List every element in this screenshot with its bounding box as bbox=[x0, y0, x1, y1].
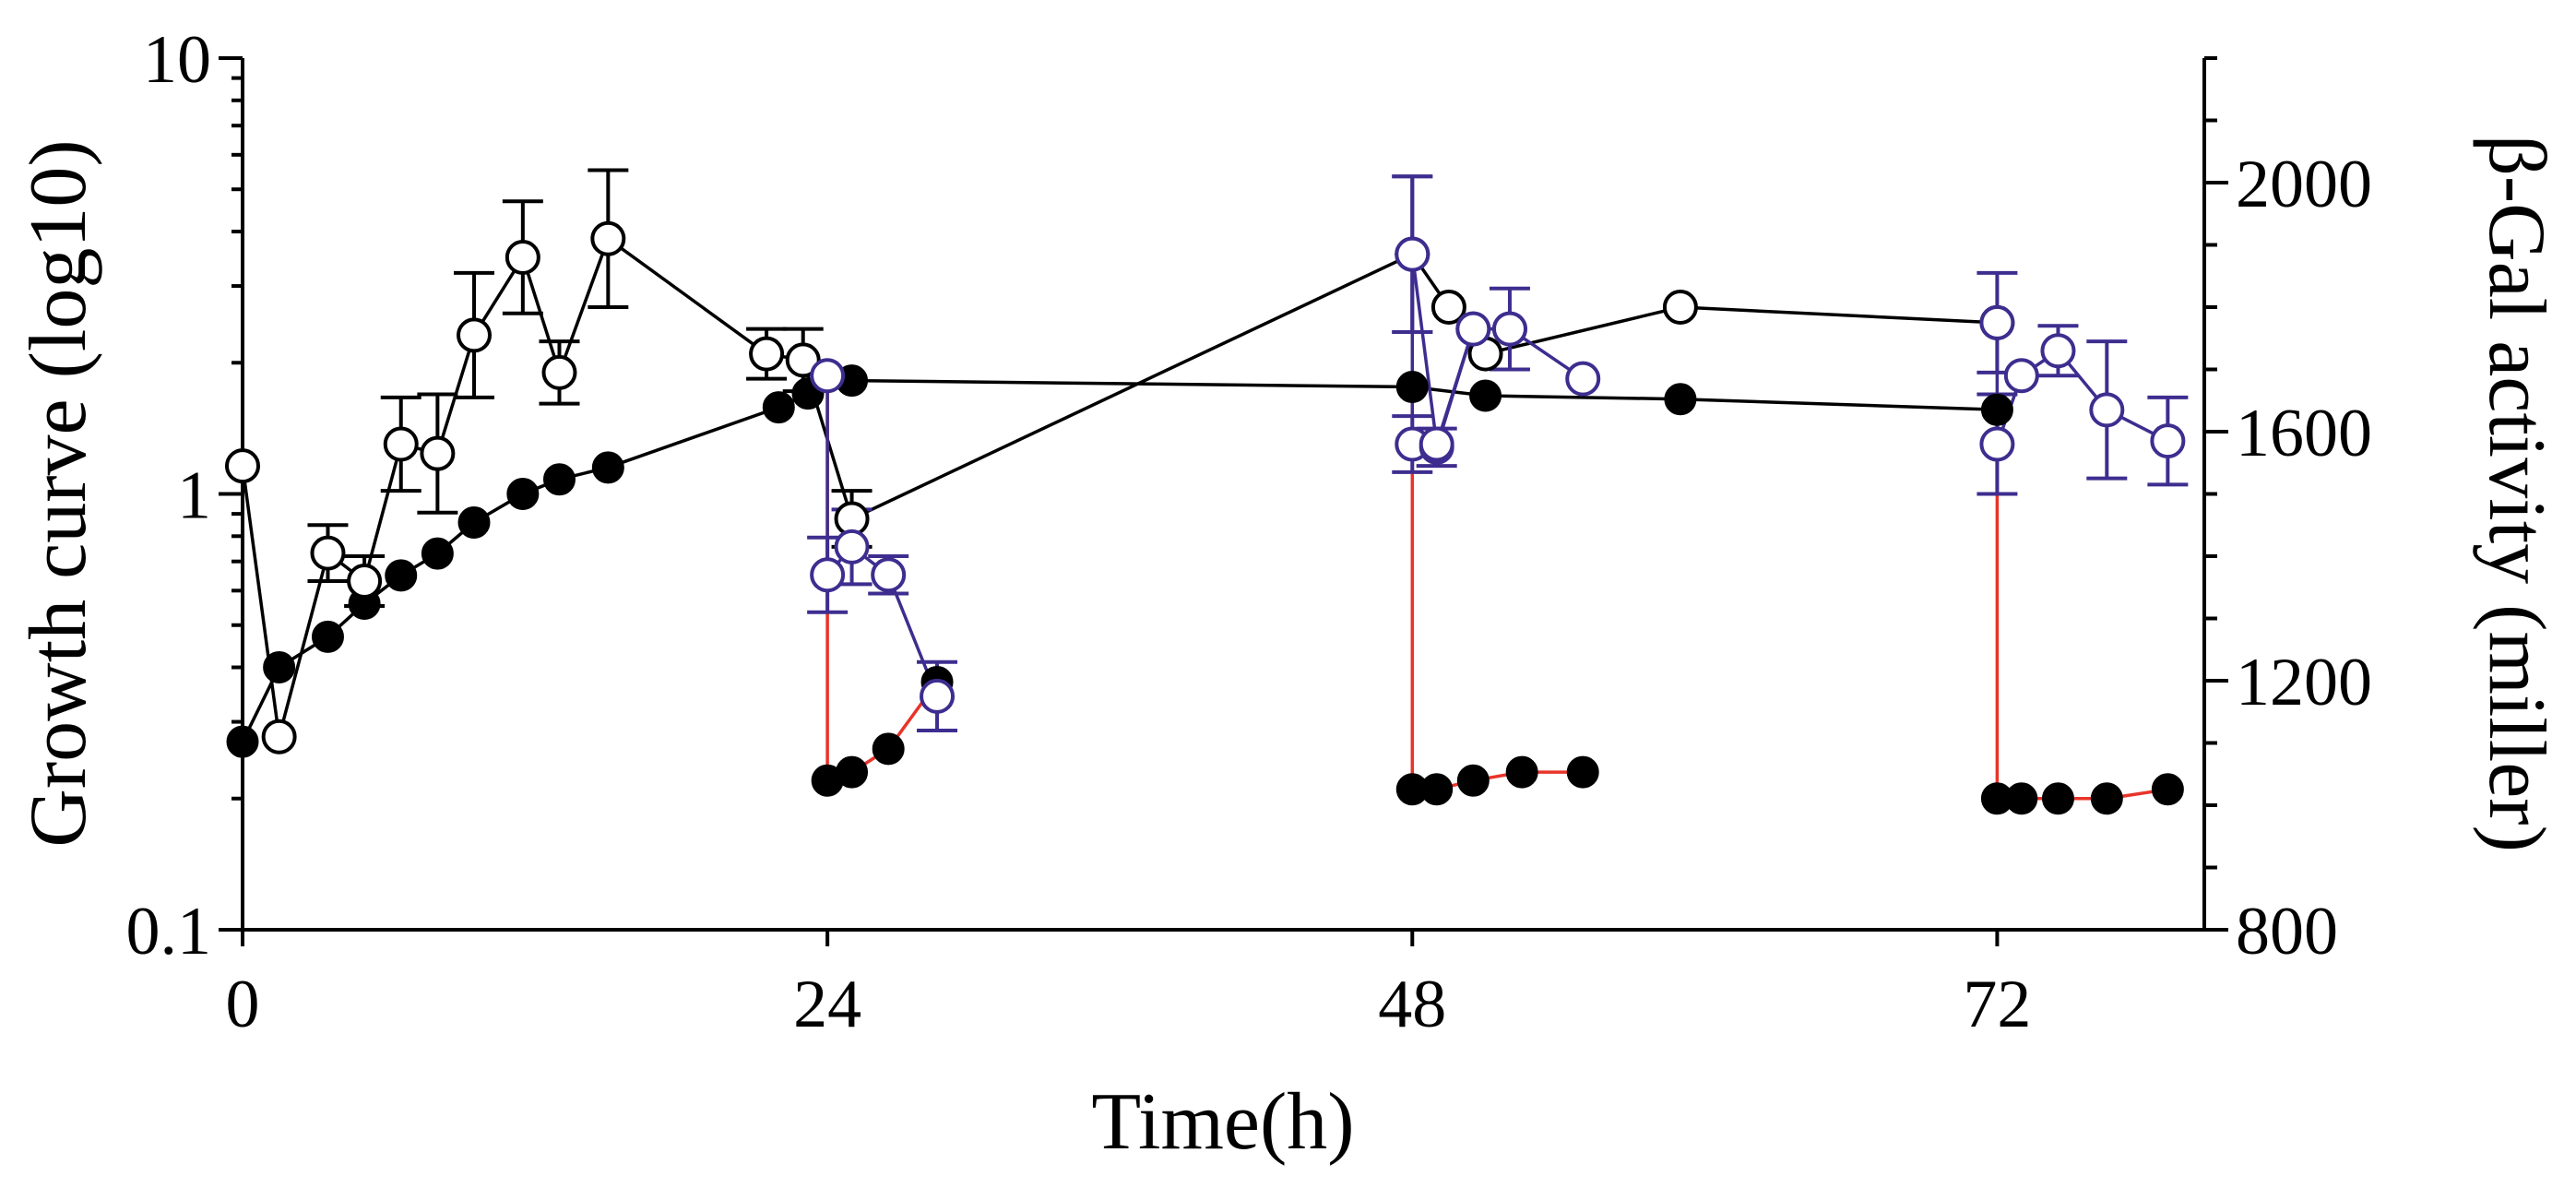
data-point-filled bbox=[2151, 773, 2184, 806]
data-point-filled bbox=[2041, 782, 2074, 815]
right-tick-label: 2000 bbox=[2236, 147, 2372, 222]
data-point-filled bbox=[1980, 393, 2013, 426]
x-axis-title: Time(h) bbox=[1091, 1077, 1354, 1167]
data-point-open bbox=[2150, 423, 2186, 459]
left-tick-label: 10 bbox=[143, 22, 211, 98]
data-point-filled bbox=[1469, 379, 1502, 412]
data-point-open bbox=[1491, 311, 1527, 347]
data-point-open bbox=[225, 448, 260, 484]
data-point-open bbox=[1419, 426, 1454, 462]
data-point-open bbox=[347, 564, 383, 599]
data-point-filled bbox=[836, 755, 869, 789]
x-tick-label: 0 bbox=[226, 967, 260, 1042]
error-bars-layer bbox=[307, 168, 2189, 732]
data-point-open bbox=[2040, 333, 2076, 369]
points-layer bbox=[225, 220, 2186, 815]
data-point-open bbox=[457, 317, 493, 353]
data-point-open bbox=[1565, 361, 1601, 397]
data-point-open bbox=[749, 336, 785, 372]
right-tick-label: 1200 bbox=[2236, 645, 2372, 720]
data-point-open bbox=[2003, 358, 2039, 394]
data-point-open bbox=[1455, 311, 1491, 347]
data-point-open bbox=[810, 557, 846, 593]
series-line-growth-main bbox=[241, 378, 1998, 743]
data-point-filled bbox=[1664, 383, 1697, 416]
x-tick-label: 48 bbox=[1378, 967, 1446, 1042]
right-tick-label: 1600 bbox=[2236, 396, 2372, 471]
data-point-filled bbox=[1456, 764, 1490, 797]
data-point-filled bbox=[762, 391, 795, 424]
data-point-open bbox=[920, 678, 956, 714]
data-point-filled bbox=[1420, 773, 1454, 806]
data-point-open bbox=[810, 358, 846, 394]
data-point-filled bbox=[226, 725, 259, 758]
data-point-filled bbox=[1566, 755, 1599, 789]
data-point-open bbox=[541, 354, 577, 390]
left-tick-label: 1 bbox=[177, 458, 211, 534]
data-point-open bbox=[785, 342, 821, 378]
data-point-filled bbox=[872, 732, 905, 766]
data-point-filled bbox=[2005, 782, 2038, 815]
series-line-growth-red-72 bbox=[1995, 410, 2168, 801]
x-tick-label: 24 bbox=[793, 967, 861, 1042]
data-point-open bbox=[834, 529, 870, 564]
right-tick-label: 800 bbox=[2236, 894, 2338, 969]
left-axis-title: Growth curve (log10) bbox=[14, 139, 103, 847]
data-point-filled bbox=[1505, 755, 1538, 789]
data-point-filled bbox=[542, 463, 576, 496]
data-point-open bbox=[261, 719, 297, 754]
data-point-open bbox=[1979, 426, 2015, 462]
data-point-filled bbox=[385, 559, 418, 592]
data-point-open bbox=[1662, 290, 1698, 325]
data-point-filled bbox=[263, 651, 296, 684]
data-point-open bbox=[1395, 236, 1430, 272]
data-point-open bbox=[1979, 304, 2015, 340]
data-point-open bbox=[383, 426, 419, 462]
data-point-filled bbox=[1395, 370, 1429, 403]
data-point-filled bbox=[591, 451, 624, 484]
data-point-open bbox=[2089, 392, 2125, 428]
data-point-filled bbox=[311, 620, 344, 653]
right-axis-title: β-Gal activity (miller) bbox=[2472, 135, 2561, 852]
ticks-layer: 0 24 48 72 0.1 1 10 800 1200 1600 2000 bbox=[126, 22, 2373, 1042]
data-point-open bbox=[310, 535, 346, 571]
data-point-open bbox=[590, 220, 626, 256]
data-point-open bbox=[420, 435, 456, 471]
data-point-filled bbox=[2090, 782, 2123, 815]
lines-layer bbox=[241, 236, 2169, 801]
data-point-filled bbox=[421, 537, 454, 570]
data-point-open bbox=[1430, 290, 1466, 325]
left-tick-label: 0.1 bbox=[126, 894, 212, 969]
series-line-beta-gal-blue-48-upper bbox=[1410, 254, 1510, 446]
data-point-open bbox=[871, 557, 907, 593]
data-point-filled bbox=[457, 505, 491, 539]
x-tick-label: 72 bbox=[1963, 967, 2031, 1042]
data-point-open bbox=[505, 240, 540, 275]
data-point-filled bbox=[506, 478, 540, 510]
